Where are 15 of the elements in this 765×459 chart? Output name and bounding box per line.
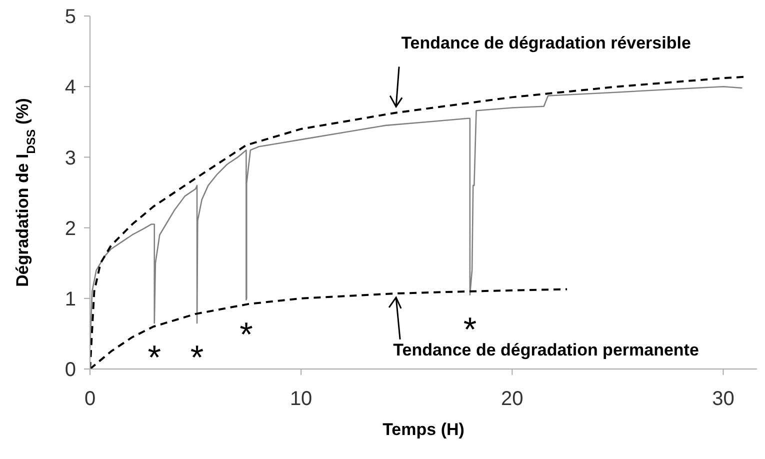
annotation: *	[190, 339, 204, 378]
y-tick-label: 2	[64, 218, 76, 240]
y-tick-label: 3	[64, 147, 76, 170]
y-tick-label: 4	[64, 76, 76, 99]
x-tick-label: 20	[501, 388, 524, 410]
x-tick-label: 10	[290, 388, 312, 410]
y-tick-label: 1	[64, 288, 76, 310]
x-tick-label: 0	[84, 388, 96, 410]
annotation: *	[240, 316, 253, 354]
annotation: Tendance de dégradation réversible	[401, 34, 691, 53]
x-axis-title: Temps (H)	[382, 420, 464, 439]
x-tick-label: 30	[712, 388, 734, 410]
annotation: *	[148, 339, 161, 378]
y-tick-label: 5	[64, 6, 76, 28]
y-tick-label: 0	[64, 359, 76, 382]
